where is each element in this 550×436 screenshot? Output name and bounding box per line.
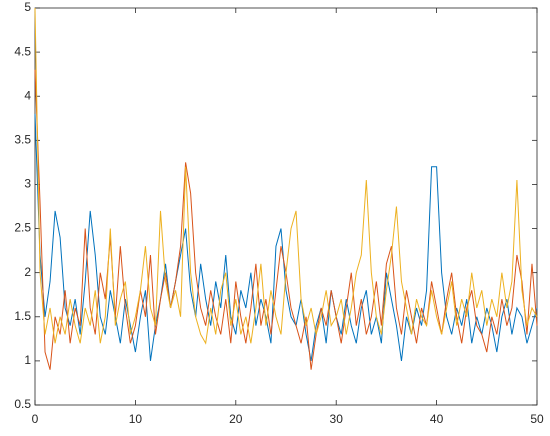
y-tick-label: 5 [24, 0, 31, 14]
x-tick-label: 40 [430, 412, 444, 426]
x-tick-label: 20 [229, 412, 243, 426]
x-tick-label: 30 [330, 412, 344, 426]
axes-box [34, 7, 538, 406]
y-tick-label: 2 [24, 265, 31, 279]
x-tick-label: 50 [530, 412, 544, 426]
x-tick-label: 0 [32, 412, 39, 426]
y-tick-label: 4.5 [14, 44, 31, 58]
series-line [34, 113, 538, 361]
y-tick-label: 1.5 [14, 309, 31, 323]
x-tick-label: 10 [129, 412, 143, 426]
y-tick-label: 4 [24, 88, 31, 102]
y-tick-label: 0.5 [14, 397, 31, 411]
y-tick-label: 3.5 [14, 133, 31, 147]
series-line [34, 7, 538, 345]
y-tick-label: 3 [24, 177, 31, 191]
y-tick-label: 1 [24, 353, 31, 367]
y-tick-label: 2.5 [14, 221, 31, 235]
